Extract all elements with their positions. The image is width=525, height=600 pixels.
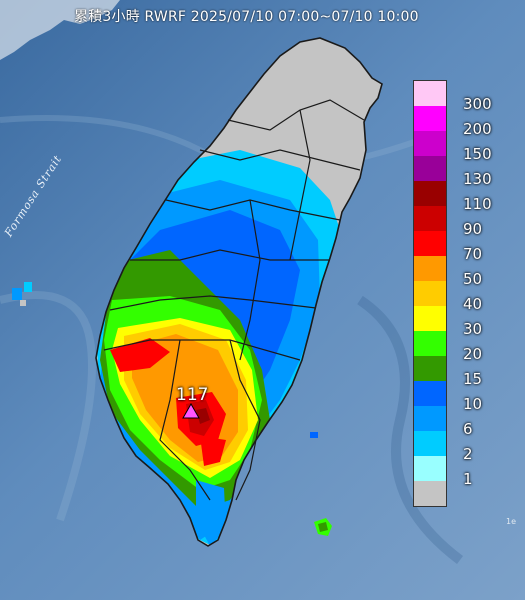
legend-labels: 300 200 150 130 110 90 70 50 40 30 20 15 10 6 2 1: [463, 97, 492, 497]
legend-label: 200: [463, 120, 492, 138]
penghu-islands: [12, 282, 32, 306]
county-boundaries: [95, 37, 383, 547]
legend-label: 30: [463, 320, 483, 338]
legend-swatch: [414, 256, 446, 281]
color-legend: [413, 80, 447, 507]
legend-label: 20: [463, 345, 483, 363]
green-island: [310, 432, 318, 438]
legend-swatch: [414, 381, 446, 406]
orchid-island: [314, 518, 332, 536]
legend-swatch: [414, 456, 446, 481]
legend-swatch: [414, 331, 446, 356]
legend-label: 70: [463, 245, 483, 263]
mainland-coast: [0, 0, 120, 60]
legend-swatch: [414, 156, 446, 181]
legend-label: 2: [463, 445, 473, 463]
legend-label: 50: [463, 270, 483, 288]
legend-label: 130: [463, 170, 492, 188]
legend-swatch: [414, 231, 446, 256]
legend-swatch: [414, 206, 446, 231]
legend-label: 6: [463, 420, 473, 438]
legend-swatch: [414, 306, 446, 331]
legend-swatch: [414, 406, 446, 431]
legend-swatch: [414, 181, 446, 206]
peak-marker-icon: [182, 402, 200, 419]
grid-tick: 1e: [506, 517, 516, 526]
legend-label: 300: [463, 95, 492, 113]
legend-label: 1: [463, 470, 473, 488]
legend-label: 90: [463, 220, 483, 238]
legend-label: 110: [463, 195, 492, 213]
peak-value-label: 117: [176, 385, 209, 405]
legend-swatch: [414, 81, 446, 106]
legend-swatch: [414, 431, 446, 456]
legend-swatch: [414, 106, 446, 131]
legend-label: 40: [463, 295, 483, 313]
island-rain-layer: [96, 38, 382, 546]
legend-label: 150: [463, 145, 492, 163]
legend-swatch: [414, 356, 446, 381]
legend-swatch: [414, 281, 446, 306]
legend-label: 15: [463, 370, 483, 388]
legend-swatch: [414, 481, 446, 506]
map-title: 累積3小時 RWRF 2025/07/10 07:00~07/10 10:00: [74, 9, 419, 25]
legend-label: 10: [463, 395, 483, 413]
legend-swatch: [414, 131, 446, 156]
